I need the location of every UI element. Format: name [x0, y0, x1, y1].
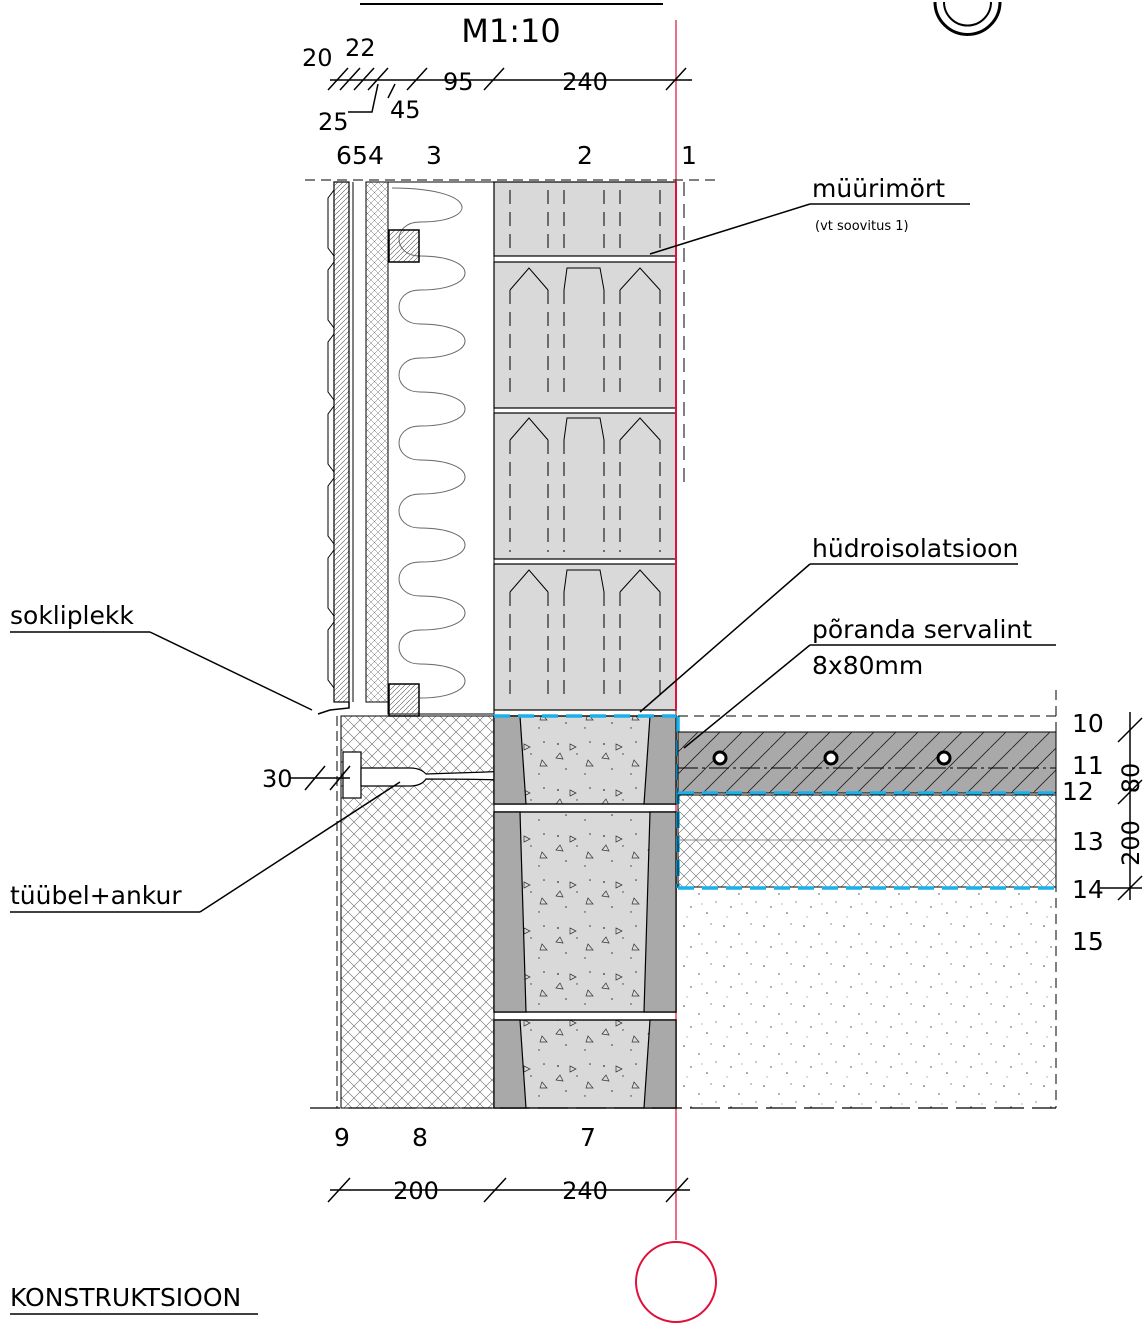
top-dimension-chain	[327, 67, 692, 113]
layer-num-6: 6	[336, 141, 352, 170]
callout-waterproofing: hüdroisolatsioon	[812, 534, 1018, 563]
insulation-layer	[387, 181, 495, 715]
callout-mortar-note: (vt soovitus 1)	[815, 219, 909, 234]
cladding-layer	[333, 181, 350, 703]
callout-plinth-flashing: sokliplekk	[10, 601, 134, 630]
dim-45: 45	[390, 96, 421, 124]
bottom-dimension-chain	[327, 1177, 690, 1203]
callout-floor-edge-tape: põranda servalint	[812, 615, 1032, 644]
footer-title: KONSTRUKTSIOON	[10, 1283, 241, 1312]
layer-num-12: 12	[1062, 777, 1094, 806]
wind-barrier-layer	[365, 181, 389, 703]
layer-num-14: 14	[1072, 875, 1104, 904]
layer-num-5: 5	[352, 141, 368, 170]
batten-top	[388, 229, 420, 263]
dim-25: 25	[318, 108, 349, 136]
dim-240-top: 240	[562, 68, 608, 96]
floor-insulation	[677, 794, 1057, 888]
anchor-plate	[342, 751, 362, 799]
dim-22: 22	[345, 34, 376, 62]
masonry-blocks	[493, 181, 677, 711]
dim-80: 80	[1117, 763, 1145, 794]
dim-200-right: 200	[1117, 820, 1145, 866]
dim-30: 30	[262, 765, 293, 793]
dim-240-bottom: 240	[562, 1177, 608, 1205]
callout-floor-edge-size: 8x80mm	[812, 651, 923, 680]
scale-label: M1:10	[461, 12, 560, 50]
layer-num-15: 15	[1072, 927, 1104, 956]
axis-circle	[635, 1241, 717, 1323]
layer-num-3: 3	[426, 141, 442, 170]
layer-num-1: 1	[681, 141, 697, 170]
layer-num-7: 7	[580, 1123, 596, 1152]
layer-num-2: 2	[577, 141, 593, 170]
callout-dowel-anchor: tüübel+ankur	[10, 881, 182, 910]
dim-20: 20	[302, 44, 333, 72]
layer-num-10: 10	[1072, 709, 1104, 738]
insulation-waves	[391, 187, 466, 699]
sand-fill	[678, 890, 1056, 1108]
layer-num-9: 9	[334, 1123, 350, 1152]
callout-mortar: müürimört	[812, 174, 945, 203]
layer-num-8: 8	[412, 1123, 428, 1152]
dim-95: 95	[443, 68, 474, 96]
layer-num-4: 4	[368, 141, 384, 170]
layer-num-11: 11	[1072, 751, 1104, 780]
batten-bottom	[388, 683, 420, 717]
layer-num-13: 13	[1072, 827, 1104, 856]
dim-200-bottom: 200	[393, 1177, 439, 1205]
heating-pipes	[712, 750, 952, 766]
